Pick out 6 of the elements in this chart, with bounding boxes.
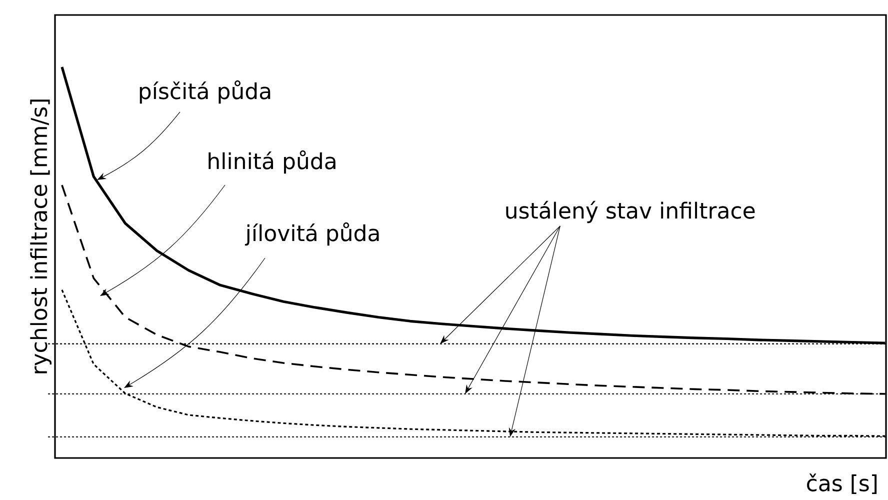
annotation: ustálený stav infiltrace <box>506 200 755 224</box>
y-axis-title: rychlost infiltrace [mm/s] <box>30 100 52 374</box>
text: písčitá půda <box>140 80 270 104</box>
text: jílovitá půda <box>244 222 379 246</box>
text: hlinitá půda <box>208 150 336 174</box>
x-axis-title: čas [s] <box>807 474 877 494</box>
